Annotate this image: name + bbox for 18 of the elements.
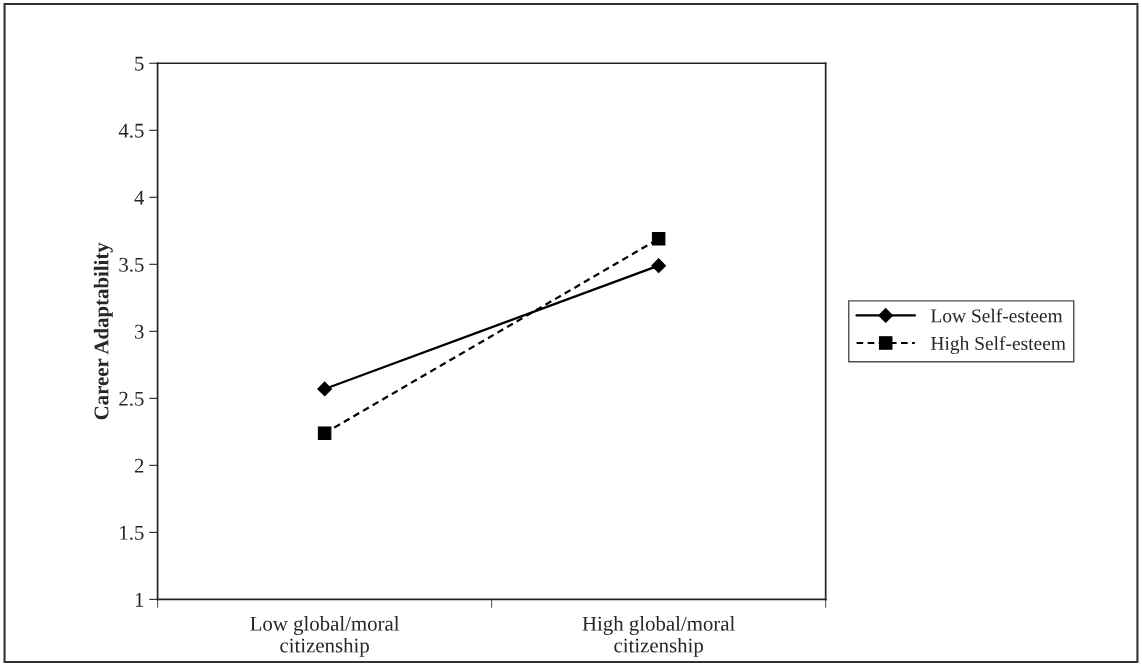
x-tick-label: High global/moral citizenship: [582, 616, 735, 657]
point: [317, 381, 333, 397]
y-axis-title: Career Adaptability: [93, 242, 113, 420]
x-tick-label: Low global/moral citizenship: [250, 616, 400, 657]
y-tick-label: 2: [134, 458, 144, 473]
y-tick-label: 3.5: [119, 257, 144, 272]
y-tick-label: 4: [134, 190, 145, 205]
y-tick-label: 3: [134, 324, 144, 339]
y-tick-label: 1.5: [120, 525, 144, 540]
y-tick-label: 2.5: [119, 391, 144, 406]
y-tick-label: 4.5: [118, 123, 144, 138]
point: [651, 258, 667, 274]
point: [651, 232, 666, 246]
y-tick-label: 5: [135, 56, 144, 71]
legend-label: Low Self-esteem: [930, 308, 1063, 323]
point: [317, 426, 332, 440]
y-tick-label: 1: [135, 592, 144, 607]
legend-label: High Self-esteem: [930, 336, 1066, 355]
